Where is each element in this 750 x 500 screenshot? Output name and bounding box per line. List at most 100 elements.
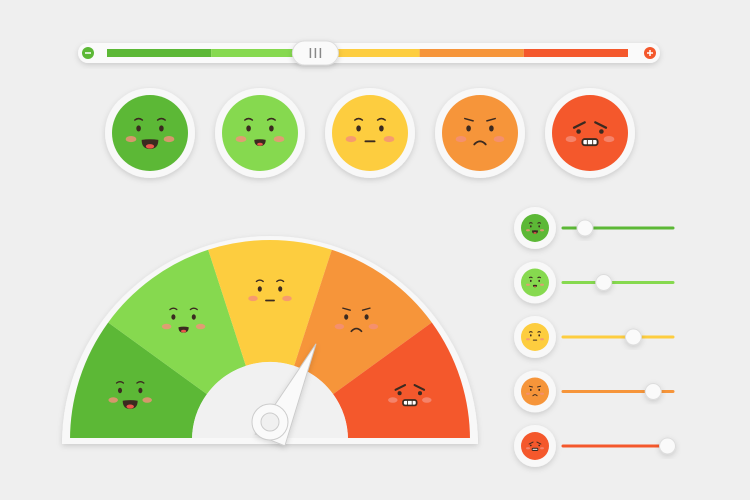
cheek [142, 397, 152, 403]
brow [276, 279, 285, 283]
eye [278, 286, 283, 292]
mood-faces [105, 88, 635, 178]
brow [537, 222, 542, 224]
brow [354, 117, 364, 121]
eye [529, 388, 532, 391]
face [526, 222, 544, 234]
track-segment [107, 49, 212, 57]
mouth [532, 284, 538, 288]
slider-handle[interactable] [644, 383, 662, 400]
cheek [334, 323, 345, 330]
mouth [141, 139, 159, 149]
cheek [565, 136, 577, 143]
slider-handle[interactable] [624, 328, 642, 346]
cheek [273, 136, 285, 143]
gauge-hub [192, 362, 348, 440]
slider-handle[interactable] [595, 274, 613, 291]
face-disc [552, 95, 628, 171]
cheek [526, 447, 530, 450]
gauge-segment [108, 249, 246, 395]
brow [189, 307, 198, 311]
mouth [531, 447, 539, 451]
tongue [181, 329, 187, 333]
face [388, 384, 432, 407]
brow [528, 385, 533, 388]
face [526, 441, 544, 451]
gauge-segment [294, 249, 432, 395]
face [526, 331, 544, 341]
eye [489, 125, 494, 132]
cheek [603, 136, 615, 143]
mouth [402, 399, 418, 407]
eye [136, 125, 141, 132]
face [455, 117, 505, 146]
cheek [526, 338, 530, 341]
brow [169, 307, 178, 311]
track-segment [211, 49, 316, 57]
brow [537, 331, 542, 333]
gauge-segment [333, 322, 470, 440]
brow [537, 276, 542, 279]
track-segment [419, 49, 524, 57]
cheek [368, 323, 379, 330]
eye [159, 125, 164, 132]
face [526, 276, 544, 288]
cheek [345, 136, 357, 143]
face [235, 117, 285, 146]
brow [134, 117, 144, 121]
mouth [531, 230, 539, 234]
eye [344, 314, 349, 320]
brow [361, 307, 371, 311]
face-disc [112, 95, 188, 171]
top-slider[interactable] [82, 40, 656, 66]
face-disc [521, 214, 549, 242]
gauge [62, 236, 478, 447]
eye [356, 125, 361, 132]
face [565, 121, 615, 147]
tongue [533, 286, 537, 288]
cheek [125, 136, 137, 143]
mouth [532, 394, 538, 397]
mouth [254, 139, 266, 146]
face-disc [332, 95, 408, 171]
cheek [540, 392, 544, 395]
eye [246, 125, 251, 132]
eye [171, 314, 176, 320]
eye [257, 286, 262, 292]
eye [538, 444, 541, 447]
slider-handle[interactable] [576, 219, 594, 237]
cheek [422, 397, 432, 403]
eye [538, 388, 541, 391]
face [108, 380, 152, 409]
plus-sign [647, 50, 653, 56]
brow [536, 441, 542, 445]
cheek [540, 338, 544, 341]
slider-handle[interactable] [659, 437, 676, 455]
slider-handle[interactable] [291, 40, 339, 66]
mouth [178, 326, 189, 333]
eye [364, 314, 369, 320]
needle-cap [260, 412, 280, 432]
face-disc [521, 377, 549, 406]
cheek [195, 323, 206, 330]
cheek [540, 447, 544, 450]
gauge-segment [208, 240, 332, 366]
brow [394, 384, 407, 391]
eye [117, 387, 123, 394]
face [161, 307, 206, 333]
eye [466, 125, 471, 132]
cheek [493, 136, 505, 143]
brow [572, 121, 586, 129]
eye [529, 444, 532, 447]
brow [528, 441, 534, 445]
face-disc [222, 95, 298, 171]
cheek [282, 295, 292, 302]
tongue [533, 232, 537, 234]
eye [538, 334, 541, 337]
track-segment [315, 49, 420, 57]
brow [156, 117, 166, 121]
brow [528, 331, 533, 333]
tongue [145, 144, 155, 149]
face-disc [442, 95, 518, 171]
